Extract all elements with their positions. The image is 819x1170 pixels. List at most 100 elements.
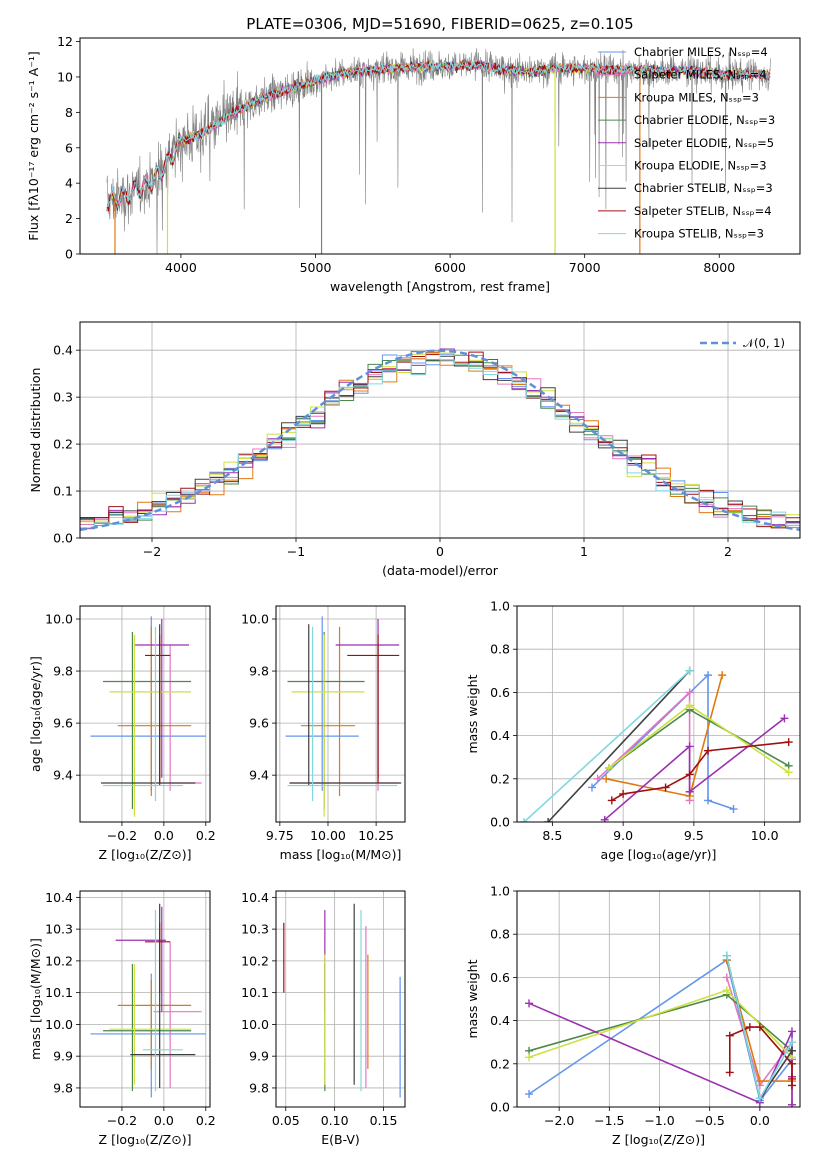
weight-marker	[602, 774, 611, 783]
weight-series	[591, 673, 734, 810]
y-tick-label: 9.9	[53, 1049, 73, 1064]
y-tick-label: 9.4	[53, 768, 73, 783]
x-tick-label: 4000	[165, 260, 197, 275]
y-tick-label: 0.2	[490, 771, 510, 786]
y-axis-label: Normed distribution	[28, 368, 43, 493]
weight-marker	[593, 774, 602, 783]
y-tick-label: 10.0	[241, 1017, 269, 1032]
legend-entry: Salpeter MILES, Nₛₛₚ=4	[634, 68, 767, 82]
x-tick-label: 0.0	[154, 828, 174, 843]
legend-entry: Salpeter ELODIE, Nₛₛₚ=5	[634, 136, 774, 150]
weight-marker	[725, 1068, 734, 1077]
x-axis-label: E(B-V)	[321, 1132, 360, 1147]
axes-frame	[79, 321, 801, 539]
x-axis-label: Z [log₁₀(Z/Z⊙)]	[99, 847, 192, 862]
y-tick-label: 8	[65, 105, 73, 120]
y-tick-label: 10.3	[241, 922, 269, 937]
x-tick-label: 0.2	[196, 1113, 216, 1128]
weight-series	[528, 993, 793, 1052]
y-tick-label: 0.2	[490, 1056, 510, 1071]
x-axis-label: age [log₁₀(age/yr)]	[601, 847, 717, 862]
weight-marker	[787, 1046, 796, 1055]
x-tick-label: 0.0	[750, 1113, 770, 1128]
y-tick-label: 0	[65, 247, 73, 262]
y-tick-label: 9.6	[53, 716, 73, 731]
weight-marker	[607, 796, 616, 805]
y-tick-label: 10.3	[45, 922, 73, 937]
y-tick-label: 9.8	[53, 664, 73, 679]
y-tick-label: 0.0	[53, 531, 73, 546]
y-tick-label: 10.2	[45, 953, 73, 968]
weight-marker	[784, 768, 793, 777]
y-tick-label: 10.4	[45, 890, 73, 905]
y-axis-label: mass weight	[465, 959, 480, 1038]
weight-marker	[722, 973, 731, 982]
x-tick-label: −0.2	[107, 1113, 137, 1128]
weight-marker	[661, 783, 670, 792]
weight-marker	[704, 746, 713, 755]
weight-marker	[619, 789, 628, 798]
y-tick-label: 10	[57, 69, 73, 84]
x-tick-label: 9.0	[613, 828, 633, 843]
chart-title: PLATE=0306, MJD=51690, FIBERID=0625, z=0…	[246, 15, 633, 33]
weight-marker	[685, 666, 694, 675]
x-tick-label: −0.5	[695, 1113, 725, 1128]
x-tick-label: −0.2	[107, 828, 137, 843]
x-tick-label: 10.0	[751, 828, 779, 843]
weight-series	[523, 670, 691, 822]
y-tick-label: 0.6	[490, 685, 510, 700]
weight-marker	[755, 1077, 764, 1086]
y-tick-label: 0.8	[490, 927, 510, 942]
x-tick-label: −1.5	[594, 1113, 624, 1128]
x-tick-label: 0.05	[272, 1113, 300, 1128]
weight-series	[597, 690, 691, 801]
y-tick-label: 0.8	[490, 642, 510, 657]
weight-marker	[600, 815, 609, 822]
weight-series	[528, 989, 793, 1059]
weight-marker	[685, 742, 694, 751]
weight-marker	[755, 1094, 764, 1103]
weight-marker	[685, 701, 694, 710]
y-tick-label: 0.3	[53, 390, 73, 405]
normal-curve	[80, 349, 800, 532]
y-tick-label: 0.1	[53, 484, 73, 499]
legend-entry: Chabrier MILES, Nₛₛₚ=4	[634, 45, 768, 59]
y-tick-label: 0.0	[490, 1100, 510, 1115]
y-tick-label: 9.8	[249, 664, 269, 679]
weight-marker	[787, 1081, 796, 1090]
x-tick-label: 0.10	[321, 1113, 349, 1128]
y-tick-label: 6	[65, 140, 73, 155]
x-tick-label: −1.0	[644, 1113, 674, 1128]
weight-marker	[787, 1100, 796, 1107]
y-tick-label: 9.6	[249, 716, 269, 731]
y-tick-label: 9.8	[249, 1080, 269, 1095]
x-tick-label: 8000	[703, 260, 735, 275]
axes-frame	[79, 37, 801, 255]
y-tick-label: 0.4	[490, 1013, 510, 1028]
weight-marker	[718, 671, 727, 680]
legend-entry: Kroupa ELODIE, Nₛₛₚ=3	[634, 159, 767, 173]
y-tick-label: 10.4	[241, 890, 269, 905]
y-tick-label: 10.2	[241, 953, 269, 968]
x-tick-label: 10.00	[310, 828, 346, 843]
axes-frame	[79, 890, 211, 1108]
weight-marker	[787, 1038, 796, 1047]
weight-marker	[787, 1059, 796, 1068]
y-axis-label: mass weight	[465, 674, 480, 753]
legend-entry: Chabrier STELIB, Nₛₛₚ=3	[634, 181, 773, 195]
x-axis-label: wavelength [Angstrom, rest frame]	[330, 279, 550, 294]
axes-frame	[275, 890, 406, 1108]
weight-marker	[722, 986, 731, 995]
x-axis-label: Z [log₁₀(Z/Z⊙)]	[99, 1132, 192, 1147]
weight-marker	[729, 805, 738, 814]
axes-frame	[79, 605, 211, 823]
weight-marker	[725, 1031, 734, 1040]
y-axis-label: age [log₁₀(age/yr)]	[28, 656, 43, 772]
legend-entry: Kroupa STELIB, Nₛₛₚ=3	[634, 227, 764, 241]
weight-marker	[704, 796, 713, 805]
y-tick-label: 10.1	[45, 985, 73, 1000]
y-tick-label: 10.0	[241, 612, 269, 627]
y-tick-label: 2	[65, 211, 73, 226]
weight-marker	[525, 1053, 534, 1062]
